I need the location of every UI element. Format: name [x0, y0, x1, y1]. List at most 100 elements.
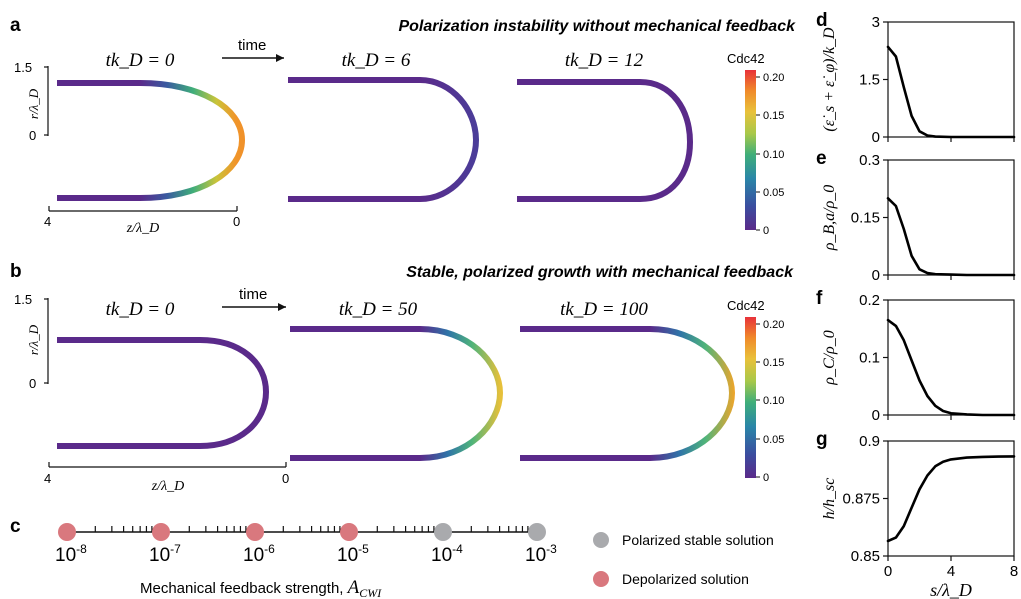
side-panel-ytick-label: 0.3: [859, 152, 880, 169]
side-xtick-label: 4: [947, 563, 955, 580]
panel-c-point: [58, 523, 76, 541]
legend-label-depolarized: Depolarized solution: [622, 571, 749, 587]
panel-a-time-arrowhead: [276, 54, 284, 62]
panel-a-cbtick-2: 0.15: [763, 110, 784, 122]
panel-letter-a: a: [10, 15, 21, 36]
panel-b-time-arrowhead: [278, 303, 286, 311]
panel-b-xtick-label-1: 4: [44, 471, 51, 486]
panel-a-time-label: time: [238, 37, 266, 54]
panel-c-axis-title: Mechanical feedback strength, ACWI: [140, 577, 382, 599]
panel-a-snapshot-1: tk_D = 0: [106, 50, 175, 71]
side-panel-ytick-label: 1.5: [859, 72, 880, 89]
side-panel-ytick-label: 0.875: [842, 491, 880, 508]
panel-c-tick-exponent: -8: [76, 542, 87, 556]
panel-letter-d: d: [816, 10, 828, 31]
panel-b-cbtick-5: 0: [763, 472, 769, 484]
side-panel-ytick-label: 0: [872, 267, 880, 284]
panel-c-tick-exponent: -3: [546, 542, 557, 556]
panel-c-point: [528, 523, 546, 541]
panel-c-point: [434, 523, 452, 541]
panel-b-snapshot-3: tk_D = 100: [560, 299, 648, 320]
panel-c-tick-label: 10-4: [431, 542, 463, 566]
side-panel-ylabel: ρ_C/ρ_0: [821, 330, 838, 385]
panel-c-axis-title-symbol: A: [346, 577, 360, 598]
legend-marker-depolarized: [593, 571, 609, 587]
panel-a-cell-shape-1: [57, 80, 246, 201]
panel-c-point: [152, 523, 170, 541]
panel-letter-b: b: [10, 261, 22, 282]
panel-a-colorbar-ticks: [756, 76, 760, 231]
panel-b-colorbar-ticks: [756, 323, 760, 478]
side-panel-ytick-label: 0.85: [851, 548, 880, 565]
panel-c-tick-label: 10-5: [337, 542, 369, 566]
panel-a-cbtick-3: 0.10: [763, 149, 784, 161]
panel-a-yaxis-label: r/λ_D: [26, 88, 41, 119]
panel-c-tick-label: 10-7: [149, 542, 181, 566]
panel-a-title: Polarization instability without mechani…: [398, 18, 796, 35]
panel-c-tick-label: 10-3: [525, 542, 557, 566]
side-panel-ytick-label: 0: [872, 129, 880, 146]
panel-a-snapshot-3: tk_D = 12: [565, 50, 644, 71]
panel-letter-e: e: [816, 148, 827, 169]
panel-a-cell-shape-3: [517, 79, 694, 202]
legend-label-polarized: Polarized stable solution: [622, 532, 774, 548]
panel-b-cbtick-2: 0.15: [763, 357, 784, 369]
side-panel-d-series-line: [886, 45, 1016, 139]
panel-b-colorbar-label: Cdc42: [727, 298, 765, 313]
panel-c-tick-labels: 10-8 10-7 10-6 10-5 10-4 10-3: [55, 542, 557, 566]
panel-a-cell-shape-2: [288, 77, 480, 202]
panel-a-ytick-label-2: 0: [29, 128, 36, 143]
side-panel-ytick-label: 0.1: [859, 350, 880, 367]
panel-c-tick-exponent: -7: [170, 542, 181, 556]
panel-a-cbtick-5: 0: [763, 225, 769, 237]
panel-a-snapshot-2: tk_D = 6: [342, 50, 411, 71]
panel-b-snapshot-2: tk_D = 50: [339, 299, 418, 320]
panel-c-axis-title-subscript: CWI: [359, 586, 382, 599]
panel-a-cbtick-4: 0.05: [763, 187, 784, 199]
panel-b-xtick-label-2: 0: [282, 471, 289, 486]
panel-a-cbtick-1: 0.20: [763, 72, 784, 84]
panel-a-xaxis-label: z/λ_D: [126, 221, 160, 236]
side-panel-e-series-line: [886, 197, 1016, 277]
panel-b-cell-shape-2: [290, 326, 504, 461]
panel-b-cell-shape-3: [520, 326, 736, 461]
side-panel-e: e ρ_B,a/ρ_0 0.3 0.15 0: [816, 148, 1016, 284]
side-panel-frame: [887, 299, 1015, 416]
side-panel-f-series-line: [886, 318, 1016, 417]
legend-marker-polarized: [593, 532, 609, 548]
panel-c-axis-title-text: Mechanical feedback strength,: [140, 580, 348, 597]
panel-letter-f: f: [816, 288, 823, 309]
panel-b-snapshot-1: tk_D = 0: [106, 299, 175, 320]
panel-b-colorbar: [745, 317, 756, 478]
panel-b-yaxis-label: r/λ_D: [26, 324, 41, 355]
panel-b-ytick-label-1: 1.5: [14, 292, 32, 307]
side-xaxis-label: s/λ_D: [930, 580, 972, 599]
side-panel-ytick-label: 0.15: [851, 210, 880, 227]
panel-b-time-label: time: [239, 286, 267, 303]
panel-b-ytick-label-2: 0: [29, 376, 36, 391]
panel-c-tick-exponent: -4: [452, 542, 463, 556]
side-xtick-label: 0: [884, 563, 892, 580]
panel-b-title: Stable, polarized growth with mechanical…: [406, 264, 794, 281]
panel-c-tick-exponent: -5: [358, 542, 369, 556]
side-panel-frame: [887, 159, 1015, 276]
side-panel-g-series-line: [886, 455, 1016, 543]
panel-c-points: [58, 523, 546, 541]
panel-c-tick-label: 10-8: [55, 542, 87, 566]
side-panel-ytick-label: 0: [872, 407, 880, 424]
panel-b-xaxis-label: z/λ_D: [151, 479, 185, 494]
side-panel-ytick-label: 0.2: [859, 292, 880, 309]
panel-c-point: [246, 523, 264, 541]
side-panels: d(ε̇_s + ε̇_φ)/k_D 3 1.5 0 e ρ_B,a/ρ_0 0.3 0.15…: [816, 10, 1018, 599]
panel-b-cbtick-1: 0.20: [763, 319, 784, 331]
panel-c-tick-exponent: -6: [264, 542, 275, 556]
panel-a-ytick-label-1: 1.5: [14, 60, 32, 75]
panel-letter-g: g: [816, 429, 828, 450]
side-panel-f: f ρ_C/ρ_0 0.2 0.1 0: [816, 288, 1016, 424]
side-xtick-label: 8: [1010, 563, 1018, 580]
panel-b-cbtick-4: 0.05: [763, 434, 784, 446]
panel-letter-c: c: [10, 516, 21, 537]
panel-c-tick-label: 10-6: [243, 542, 275, 566]
side-panel-d: d(ε̇_s + ε̇_φ)/k_D 3 1.5 0: [816, 10, 1016, 146]
